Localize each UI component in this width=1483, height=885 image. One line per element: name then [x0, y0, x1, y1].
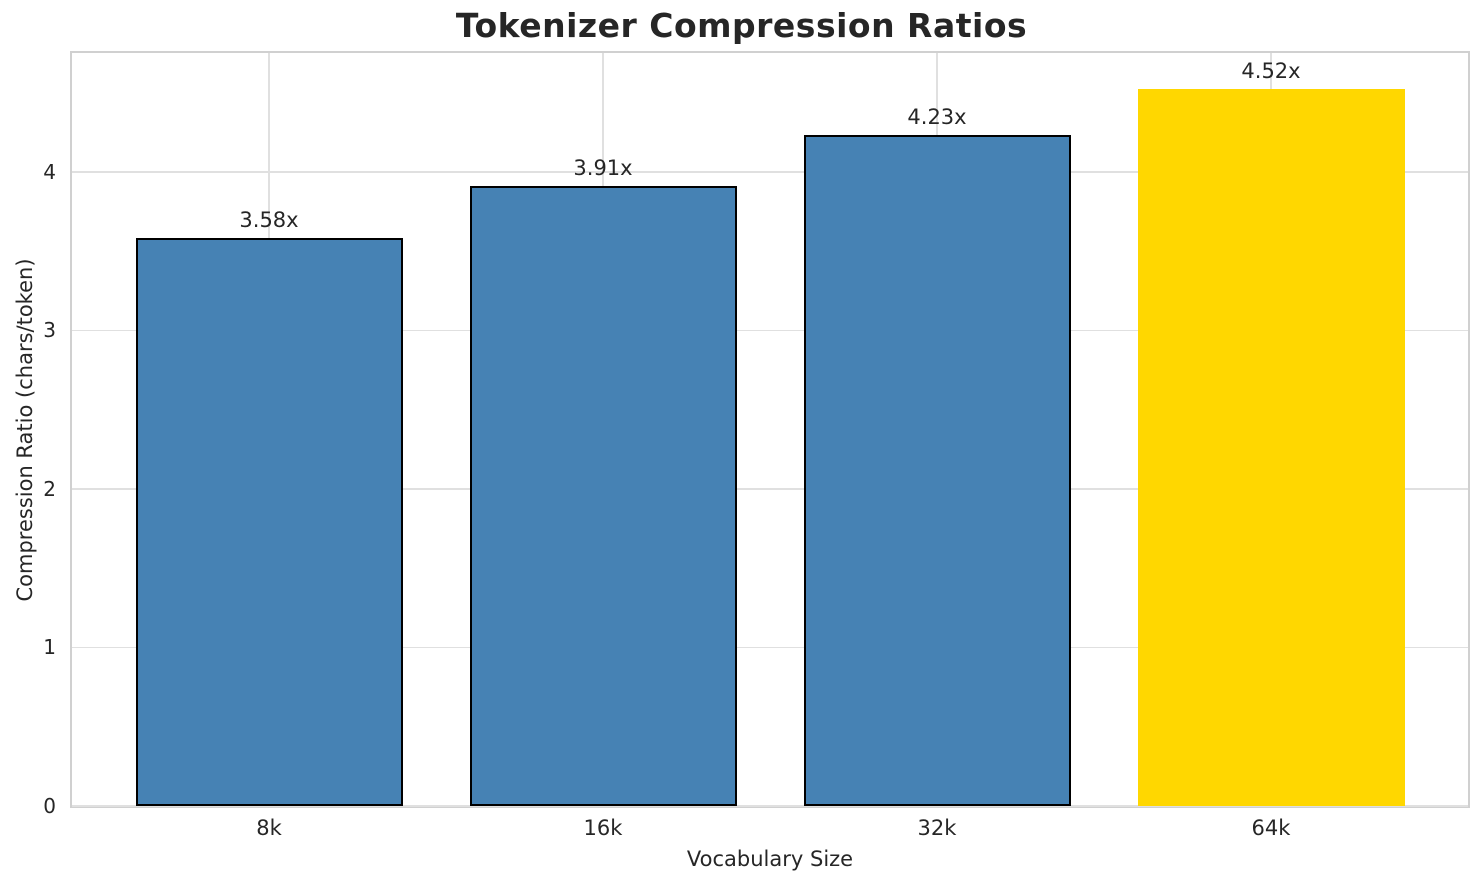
y-tick-label: 0: [43, 794, 56, 818]
y-tick-label: 1: [43, 635, 56, 660]
bar-value-label: 3.58x: [239, 207, 299, 232]
x-tick-label: 64k: [1251, 816, 1291, 840]
y-tick-label: 4: [43, 159, 56, 184]
y-tick-label: 2: [43, 476, 56, 501]
y-axis-label: Compression Ratio (chars/token): [13, 258, 37, 602]
bar-16k: [469, 186, 737, 806]
chart-title: Tokenizer Compression Ratios: [455, 6, 1028, 45]
plot-area: 3.58x 3.91x 4.23x 4.52x: [70, 51, 1470, 808]
horizontal-gridline: [72, 329, 1468, 332]
x-tick-label: 16k: [583, 816, 623, 840]
bar-32k: [803, 135, 1071, 806]
horizontal-gridline: [72, 646, 1468, 649]
x-axis-label: Vocabulary Size: [686, 847, 854, 871]
bar-8k: [135, 238, 403, 806]
horizontal-gridline: [72, 171, 1468, 173]
horizontal-gridline: [72, 488, 1468, 490]
y-tick-label: 3: [43, 318, 56, 343]
bar-value-label: 4.52x: [1241, 58, 1301, 83]
bar-64k: [1137, 89, 1405, 806]
horizontal-gridline: [72, 805, 1468, 807]
x-tick-label: 32k: [917, 816, 957, 840]
x-tick-label: 8k: [256, 816, 282, 840]
bar-value-label: 3.91x: [573, 155, 633, 180]
bar-value-label: 4.23x: [907, 104, 967, 129]
